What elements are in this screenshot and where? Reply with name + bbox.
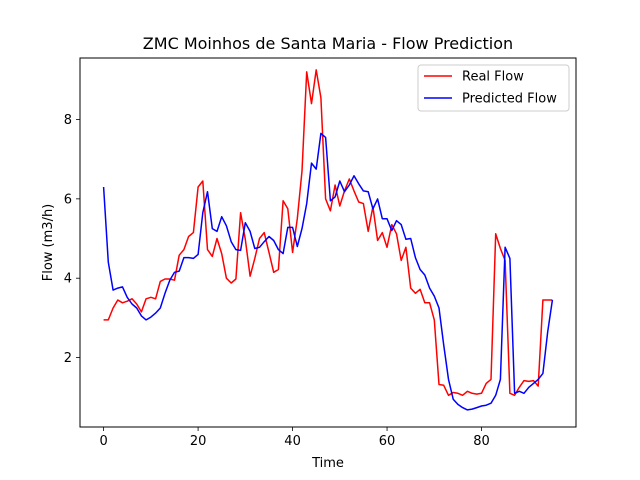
chart-title: ZMC Moinhos de Santa Maria - Flow Predic… [143, 34, 513, 53]
legend-label: Real Flow [462, 70, 524, 85]
y-axis-label: Flow (m3/h) [41, 204, 56, 282]
real-flow-line [103, 69, 553, 397]
series-layer [102, 69, 554, 411]
y-tick-label: 2 [64, 351, 72, 366]
y-tick-label: 6 [64, 192, 72, 207]
legend-label: Predicted Flow [462, 92, 557, 107]
predicted-flow-line [102, 132, 554, 411]
x-axis-label: Time [311, 456, 344, 471]
x-tick-label: 60 [379, 434, 396, 449]
x-tick-label: 20 [190, 434, 207, 449]
legend-box [417, 64, 570, 112]
x-tick-label: 0 [99, 434, 107, 449]
x-tick-label: 80 [473, 434, 490, 449]
y-tick-label: 8 [64, 113, 72, 128]
plot-frame [79, 57, 577, 428]
x-tick-label: 40 [284, 434, 301, 449]
legend: Real Flow Predicted Flow [417, 64, 570, 112]
y-axis: 2 4 6 8 [64, 113, 80, 366]
x-axis: 0 20 40 60 80 [99, 427, 490, 449]
y-tick-label: 4 [64, 272, 72, 287]
